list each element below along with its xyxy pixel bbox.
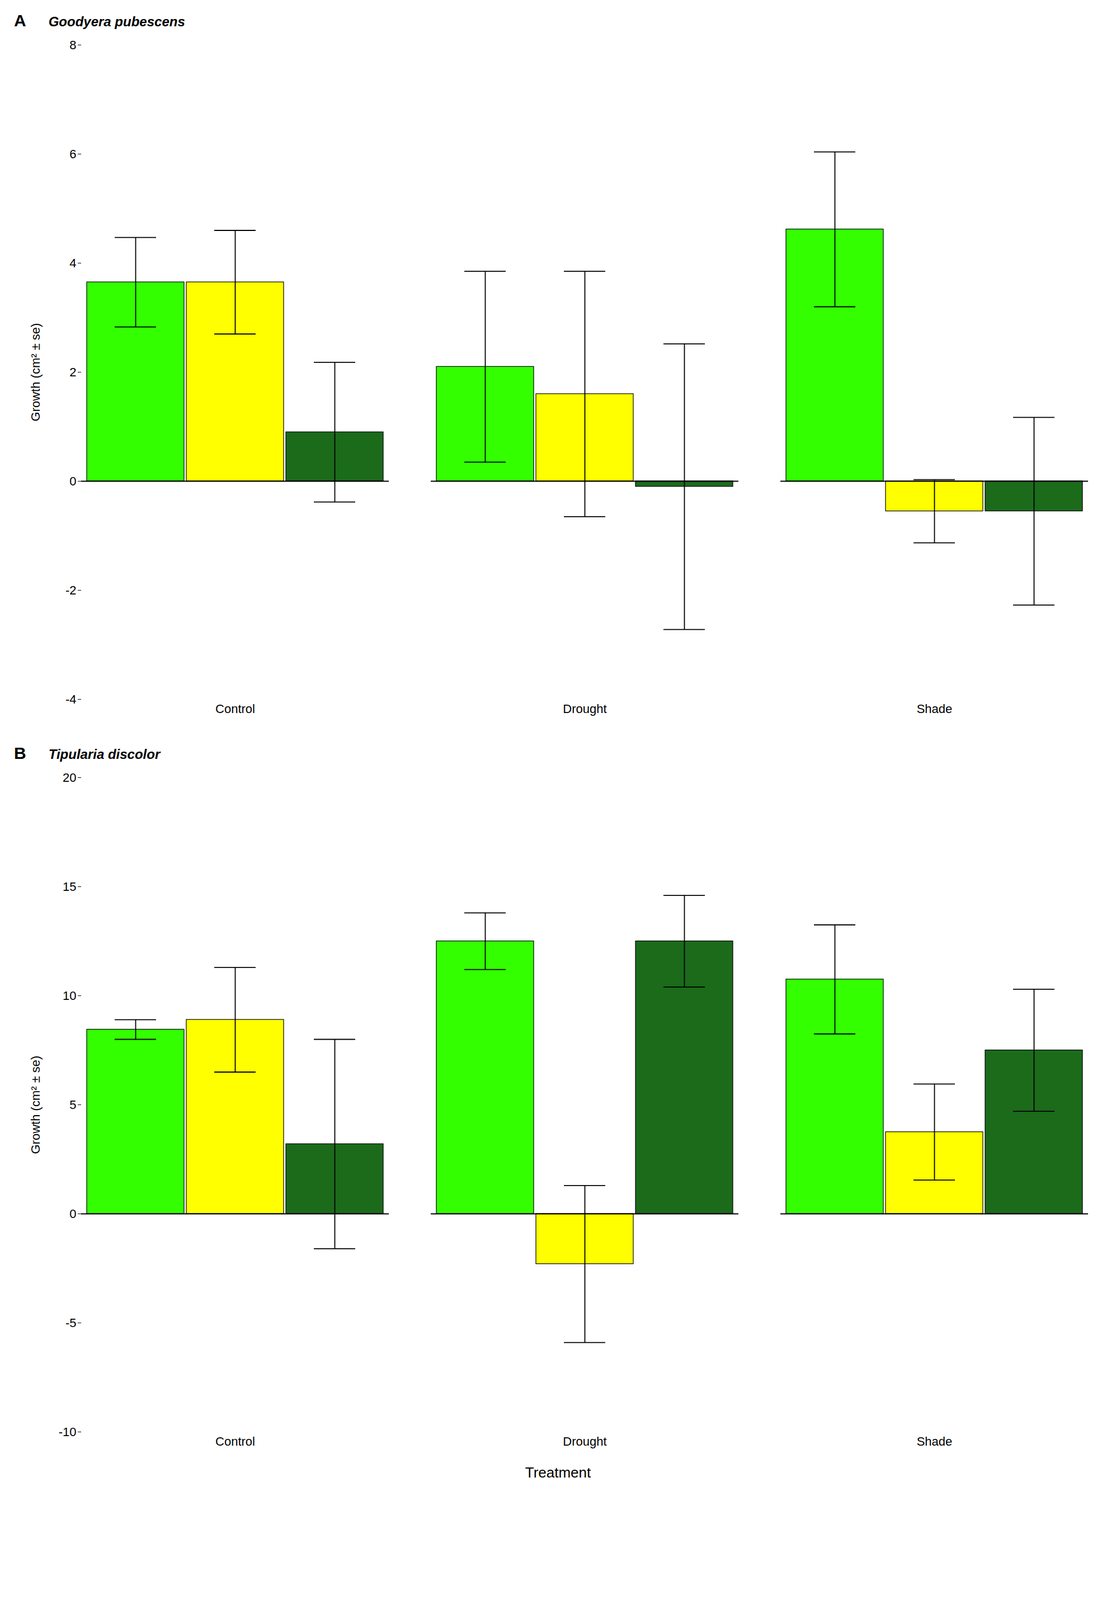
svg-text:Drought: Drought xyxy=(562,702,607,717)
svg-text:5: 5 xyxy=(69,1098,77,1113)
svg-text:20: 20 xyxy=(62,770,77,785)
svg-text:Control: Control xyxy=(215,1434,256,1449)
html-text:Goodyera pubescens: Goodyera pubescens xyxy=(48,13,186,30)
html-text:Tipularia discolor: Tipularia discolor xyxy=(48,746,161,762)
svg-text:10: 10 xyxy=(62,989,77,1004)
svg-text:Shade: Shade xyxy=(916,702,953,717)
svg-text:0: 0 xyxy=(69,474,77,489)
svg-text:6: 6 xyxy=(69,147,77,162)
svg-text:8: 8 xyxy=(69,38,77,53)
svg-text:-2: -2 xyxy=(65,583,77,598)
svg-text:Growth (cm² ± se): Growth (cm² ± se) xyxy=(28,323,43,422)
svg-text:15: 15 xyxy=(62,879,77,894)
html-text:A: A xyxy=(13,11,27,30)
svg-text:Shade: Shade xyxy=(916,1434,953,1449)
svg-text:-5: -5 xyxy=(65,1316,77,1331)
svg-text:-10: -10 xyxy=(58,1425,77,1440)
svg-text:-4: -4 xyxy=(65,692,77,707)
html-text:B: B xyxy=(13,744,27,763)
svg-text:Growth (cm² ± se): Growth (cm² ± se) xyxy=(28,1056,43,1155)
svg-text:2: 2 xyxy=(69,365,77,380)
svg-text:Drought: Drought xyxy=(562,1434,607,1449)
svg-text:Control: Control xyxy=(215,702,256,717)
svg-text:0: 0 xyxy=(69,1207,77,1222)
html-text:Treatment: Treatment xyxy=(525,1464,591,1482)
svg-text:4: 4 xyxy=(69,256,77,271)
